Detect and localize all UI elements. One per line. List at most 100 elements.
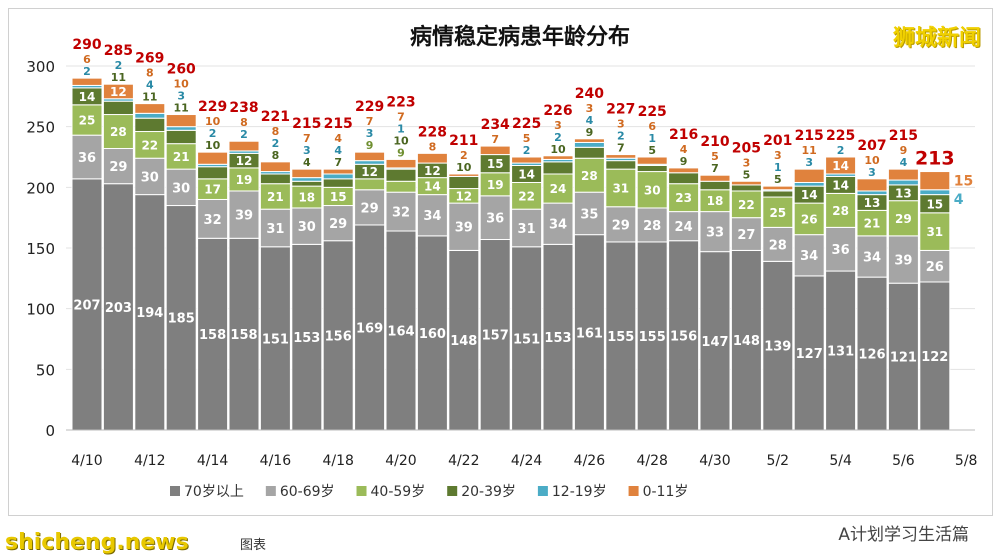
bar-segment-0-11岁 (605, 154, 637, 159)
bar-segment-0-11岁 (71, 77, 103, 86)
data-label-small: 2 (837, 144, 845, 157)
data-label: 12 (361, 165, 378, 179)
bar-segment-12-19岁 (322, 173, 354, 180)
bar-segment-20-39岁 (385, 168, 417, 182)
bar-segment-70岁以上 (385, 230, 417, 431)
data-label-small: 2 (617, 130, 625, 143)
data-label-small: 2 (554, 131, 562, 144)
bar-segment-0-11岁 (448, 173, 480, 177)
data-label-small: 4 (586, 114, 594, 127)
bar-segment-70岁以上 (730, 249, 762, 431)
total-label: 229 (198, 99, 227, 115)
data-label-small: 7 (711, 162, 719, 175)
total-label: 205 (732, 140, 761, 156)
data-label: 22 (141, 138, 158, 152)
legend-label: 70岁以上 (184, 484, 244, 500)
total-label: 285 (104, 43, 133, 59)
x-tick-label: 4/26 (574, 453, 606, 469)
x-tick-label: 5/8 (955, 453, 978, 469)
total-label: 228 (418, 124, 447, 140)
data-label: 36 (486, 212, 504, 227)
bar-segment-60-69岁 (919, 249, 951, 283)
bar-segment-0-11岁 (197, 151, 229, 165)
data-label: 29 (895, 212, 912, 226)
y-tick-label: 300 (26, 58, 55, 76)
data-label: 35 (580, 207, 598, 222)
bar-segment-40-59岁 (511, 181, 543, 210)
bar-segment-70岁以上 (542, 243, 574, 431)
bar-segment-70岁以上 (322, 240, 354, 431)
bar-segment-20-39岁 (197, 166, 229, 180)
bar-segment-20-39岁 (165, 129, 197, 145)
bar-segment-60-69岁 (228, 190, 260, 239)
data-label: 148 (733, 334, 760, 349)
bar-segment-0-11岁 (825, 156, 857, 175)
bar-segment-20-39岁 (322, 178, 354, 188)
total-label: 201 (763, 133, 792, 149)
total-label: 215 (292, 116, 321, 132)
bar-segment-70岁以上 (762, 260, 794, 431)
bar-segment-0-11岁 (730, 180, 762, 186)
data-label-small: 3 (868, 166, 876, 179)
x-tick-label: 5/4 (829, 453, 852, 469)
data-label: 19 (236, 173, 253, 187)
data-label: 14 (424, 180, 441, 194)
total-label: 221 (261, 109, 290, 125)
data-label-small: 3 (177, 90, 185, 103)
bar-segment-70岁以上 (825, 270, 857, 431)
data-label-small: 11 (802, 144, 817, 157)
y-tick-label: 100 (26, 301, 55, 319)
bar-segment-20-39岁 (636, 164, 668, 173)
data-label: 39 (455, 221, 473, 236)
x-tick-label: 4/20 (385, 453, 416, 469)
data-label: 147 (701, 335, 728, 350)
total-label: 223 (386, 94, 415, 110)
data-label: 139 (764, 340, 791, 355)
data-label: 34 (549, 218, 567, 233)
total-label: 227 (606, 102, 635, 118)
data-label: 28 (769, 238, 787, 253)
data-label-small: 1 (648, 132, 656, 145)
data-label-small: 4 (303, 156, 311, 169)
total-label: 213 (915, 148, 955, 170)
data-label-small: 4 (334, 144, 342, 157)
data-label-small: 3 (303, 144, 311, 157)
data-label: 29 (109, 160, 127, 175)
total-label: 225 (826, 128, 855, 144)
bar-segment-40-59岁 (605, 168, 637, 208)
x-tick-label: 4/10 (71, 453, 102, 469)
data-label-small: 6 (83, 53, 91, 66)
data-label-small: 10 (864, 154, 880, 167)
data-label-small: 2 (209, 127, 217, 140)
bar-segment-70岁以上 (197, 237, 229, 431)
data-label: 160 (419, 327, 446, 342)
bar-segment-20-39岁 (259, 173, 291, 185)
legend-label: 20-39岁 (461, 484, 516, 500)
data-label: 32 (392, 206, 410, 221)
chart-frame (8, 8, 993, 516)
data-label: 30 (141, 170, 159, 185)
data-label: 12 (236, 154, 253, 168)
data-label-small: 8 (146, 67, 154, 80)
bar-segment-0-11岁 (919, 171, 951, 191)
bar-segment-70岁以上 (699, 251, 731, 431)
data-label-small: 7 (303, 132, 311, 145)
bar-segment-70岁以上 (291, 243, 323, 431)
bar-segment-12-19岁 (856, 190, 888, 196)
bar-segment-0-11岁 (699, 174, 731, 182)
data-label: 31 (266, 222, 284, 237)
bar-segment-0-11岁 (762, 185, 794, 191)
legend-swatch (447, 486, 458, 496)
data-label: 18 (707, 194, 724, 208)
bar-segment-60-69岁 (416, 194, 448, 237)
data-label-small: 2 (523, 144, 531, 157)
data-label: 31 (612, 182, 629, 196)
bar-segment-20-39岁 (668, 172, 700, 185)
data-label: 28 (110, 125, 127, 139)
legend-swatch (265, 486, 276, 496)
data-label: 121 (890, 351, 917, 366)
data-label-small: 8 (272, 125, 280, 138)
x-tick-label: 5/2 (767, 453, 790, 469)
data-label: 33 (706, 226, 724, 241)
data-label-small: 7 (617, 142, 625, 155)
